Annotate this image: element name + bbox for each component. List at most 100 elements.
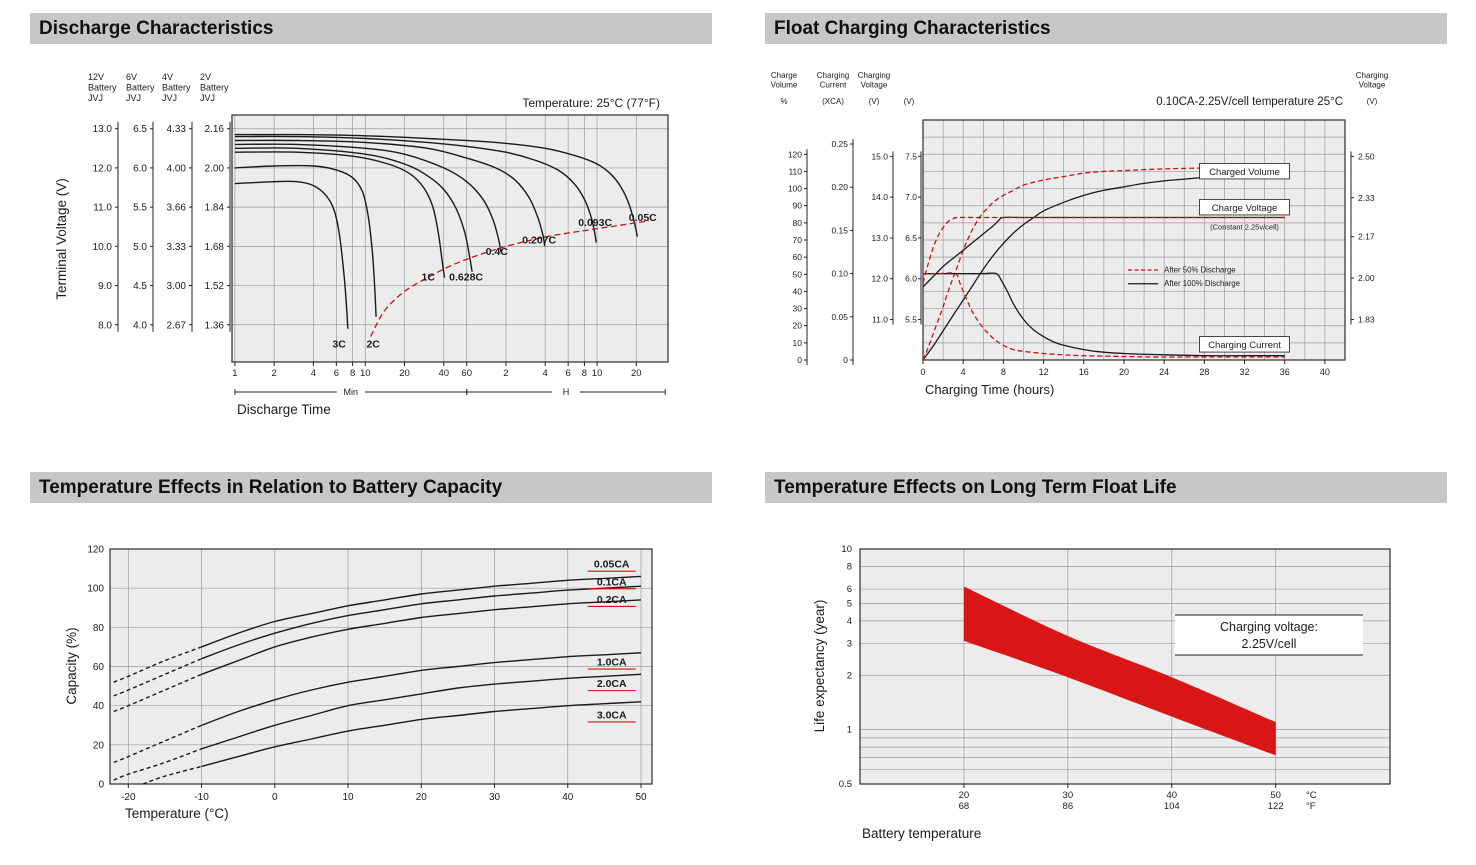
float-charging-section-title: Float Charging Characteristics (774, 17, 1051, 39)
floatlife-xlabel: Battery temperature (862, 826, 981, 841)
tempcap-xlabel: Temperature (°C) (125, 806, 229, 821)
y-tick-label: 100 (788, 184, 802, 194)
temp-capacity-section-header: Temperature Effects in Relation to Batte… (30, 472, 712, 503)
x-tick-label-fahrenheit: 86 (1063, 801, 1074, 812)
y-tick-label: 3.66 (167, 203, 187, 214)
y-tick-label: 30 (793, 304, 803, 314)
series-0.1CA-dashed (113, 658, 202, 697)
discharge-y-axes: 12VBatteryJVJ13.012.011.010.09.08.06VBat… (88, 72, 231, 332)
series-0.2CA-dashed (113, 673, 202, 713)
curve-label-0.093C: 0.093C (578, 217, 612, 229)
x-tick-label: 10 (592, 368, 603, 379)
discharge-curves (234, 133, 638, 329)
x-tick-label: 16 (1079, 367, 1089, 377)
axis-unit-text: % (780, 97, 787, 106)
x-tick-label: 20 (399, 368, 410, 379)
y-tick-label: 12.0 (93, 163, 113, 174)
y-tick-label: 3 (847, 638, 852, 649)
float-xlabel: Charging Time (hours) (925, 382, 1054, 397)
y-tick-label: 13.0 (871, 233, 888, 243)
x-unit-fahrenheit: °F (1306, 801, 1316, 812)
x-tick-label: 40 (562, 792, 574, 803)
series-charged-volume-50 (922, 165, 1285, 361)
tempcap-x-ticks (127, 784, 642, 788)
x-tick-label-fahrenheit: 122 (1268, 801, 1284, 812)
y-tick-label: 120 (788, 149, 802, 159)
x-tick-label: 0 (920, 367, 925, 377)
y-tick-label: 3.33 (167, 242, 187, 253)
axis-header-text: Voltage (1359, 81, 1386, 90)
discharge-plot-border (231, 114, 669, 363)
y-tick-label: 0.5 (839, 779, 852, 790)
x-tick-label: 8 (582, 368, 587, 379)
y-tick-label: 1.68 (205, 242, 225, 253)
y-tick-label: 50 (793, 269, 803, 279)
y-tick-label: 2.17 (1358, 232, 1375, 242)
y-tick-label: 70 (793, 235, 803, 245)
series-3C (234, 180, 349, 329)
x-tick-label: 12 (1039, 367, 1049, 377)
axis-header-text: Battery (88, 83, 117, 93)
y-tick-label: 0 (797, 355, 802, 365)
x-tick-label: 20 (631, 368, 642, 379)
y-tick-label: 1.83 (1358, 315, 1375, 325)
x-tick-label-celsius: 20 (959, 790, 970, 801)
y-tick-label: 1.36 (205, 320, 225, 331)
curve-label-1C: 1C (422, 272, 436, 284)
y-tick-label: 15.0 (871, 151, 888, 161)
axis-header-text: Volume (771, 81, 798, 90)
y-tick-label: 6.0 (905, 274, 917, 284)
x-tick-label: 60 (461, 368, 472, 379)
y-tick-label: 5.5 (133, 203, 147, 214)
y-tick-label: 4.5 (133, 281, 147, 292)
float-charging-chart: ChargeVolume%120110100908070605040302010… (771, 71, 1389, 397)
y-tick-label: 4.00 (167, 163, 187, 174)
curve-label-0.2CA: 0.2CA (597, 594, 627, 606)
y-tick-label: 8 (847, 562, 852, 573)
x-tick-label-celsius: 30 (1063, 790, 1074, 801)
y-tick-label: 14.0 (871, 192, 888, 202)
axis-header-text: Battery (126, 83, 155, 93)
series-2.0CA (201, 673, 642, 750)
float-charging-section-header: Float Charging Characteristics (765, 13, 1447, 44)
y-tick-label: 2.50 (1358, 151, 1375, 161)
x-tick-label: 40 (438, 368, 449, 379)
curve-label-2C: 2C (366, 338, 380, 350)
x-tick-label: 6 (566, 368, 571, 379)
curve-label-0.207C: 0.207C (522, 234, 556, 246)
y-tick-label: 5.0 (133, 242, 147, 253)
y-tick-label: 110 (788, 166, 802, 176)
curve-label-0.4C: 0.4C (486, 246, 509, 258)
discharge-section-header: Discharge Characteristics (30, 13, 712, 44)
legend-label: After 100% Discharge (1164, 279, 1240, 288)
y-tick-label: 10 (793, 338, 803, 348)
y-tick-label: 40 (93, 701, 105, 712)
curve-label-2.0CA: 2.0CA (597, 678, 627, 690)
temp-float-life-chart: 1086543210.5206830864010450122°C°FChargi… (812, 544, 1391, 841)
y-tick-label: 11.0 (872, 315, 888, 325)
x-tick-label: 28 (1199, 367, 1209, 377)
x-tick-label: 1 (232, 368, 237, 379)
series-3.0CA (201, 701, 642, 768)
x-tick-label: 10 (342, 792, 354, 803)
y-tick-label: 12.0 (871, 274, 888, 284)
annotation-line-2: 2.25V/cell (1242, 637, 1297, 651)
float-life-band (963, 586, 1276, 756)
annotation-line-1: Charging voltage: (1220, 620, 1318, 634)
discharge-section-title: Discharge Characteristics (39, 17, 274, 39)
series-charge-voltage-50 (922, 216, 1285, 283)
x-tick-label-fahrenheit: 68 (959, 801, 970, 812)
discharge-ylabel: Terminal Voltage (V) (54, 178, 69, 300)
series-0.05C (234, 133, 638, 237)
axis-header-text: Charge (771, 71, 798, 80)
y-tick-label: 1 (847, 725, 852, 736)
axis-header-text: 4V (162, 72, 173, 82)
axis-unit-text: (V) (1367, 97, 1378, 106)
y-tick-label: 13.0 (93, 124, 113, 135)
x-tick-label-celsius: 50 (1270, 790, 1281, 801)
y-tick-label: 11.0 (93, 203, 112, 214)
series-0.628C (234, 147, 473, 272)
y-tick-label: 2 (847, 670, 852, 681)
x-tick-label: 2 (271, 368, 276, 379)
y-tick-label: 1.52 (205, 281, 225, 292)
